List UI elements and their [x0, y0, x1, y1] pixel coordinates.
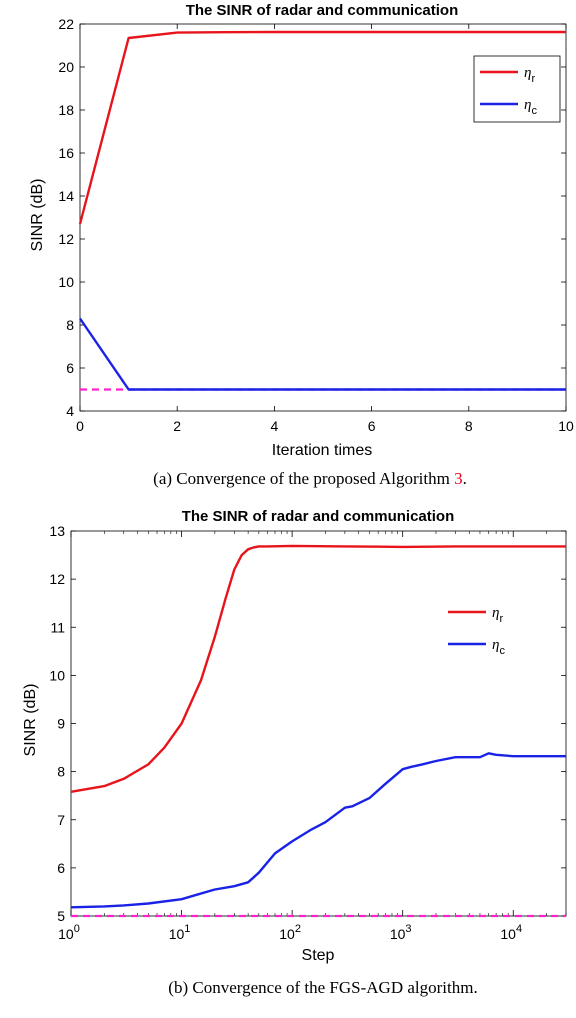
chart-b-title: The SINR of radar and communication [182, 508, 455, 525]
caption-b: (b) Convergence of the FGS-AGD algorithm… [168, 978, 477, 997]
chart-a-frame [79, 23, 567, 412]
chart-b-xtick-label: 104 [500, 923, 522, 942]
chart-b-series-eta-r [70, 544, 566, 793]
chart-a-series-eta-r [78, 30, 566, 225]
chart-b-ytick-label: 6 [57, 860, 65, 876]
chart-b-legend-label: ηc [492, 637, 505, 657]
chart-a-legend-label: ηc [524, 97, 537, 117]
chart-a-xtick-label: 6 [368, 418, 376, 434]
chart-a-series-eta-c [79, 317, 566, 391]
chart-a-legend-box [473, 55, 561, 123]
chart-b-ytick-label: 8 [57, 764, 65, 780]
chart-a-xtick-label: 4 [271, 418, 279, 434]
chart-a-legend-label: ηr [524, 65, 535, 85]
chart-b-xtick-label: 102 [279, 923, 301, 942]
chart-a-ytick-label: 8 [66, 317, 74, 333]
chart-b-ytick-label: 9 [57, 716, 65, 732]
chart-b-frame [70, 530, 567, 917]
chart-b-xtick-label: 103 [390, 923, 412, 942]
chart-a-title: The SINR of radar and communication [186, 2, 459, 19]
chart-a-ytick-label: 12 [58, 231, 74, 247]
chart-b-xtick-label: 101 [169, 923, 191, 942]
chart-a-ytick-label: 4 [66, 403, 74, 419]
chart-a-ytick-label: 16 [58, 145, 74, 161]
chart-b-ytick-label: 5 [57, 908, 65, 924]
chart-a-xtick-label: 8 [465, 418, 473, 434]
chart-a-xtick-label: 0 [76, 418, 84, 434]
chart-b-ytick-label: 13 [49, 523, 65, 539]
chart-a-ytick-label: 22 [58, 16, 74, 32]
chart-b-ytick-label: 10 [49, 667, 65, 683]
chart-b-ytick-label: 11 [50, 619, 65, 635]
chart-b-series-eta-c [70, 752, 566, 909]
chart-a-ytick-label: 6 [66, 360, 74, 376]
chart-a-ylabel: SINR (dB) [29, 179, 46, 252]
chart-a-ytick-label: 10 [58, 274, 74, 290]
chart-a-xtick-label: 10 [558, 418, 574, 434]
chart-b-xlabel: Step [302, 947, 335, 964]
chart-a-ytick-label: 18 [58, 102, 74, 118]
chart-b-legend-label: ηr [492, 605, 503, 625]
chart-a-xtick-label: 2 [173, 418, 181, 434]
chart-b-ytick-label: 12 [49, 571, 65, 587]
chart-a-xlabel: Iteration times [272, 442, 372, 459]
caption-a: (a) Convergence of the proposed Algorith… [153, 469, 467, 488]
chart-b-xtick-label: 100 [58, 923, 80, 942]
chart-b-ylabel: SINR (dB) [22, 684, 39, 757]
chart-b-ytick-label: 7 [57, 812, 65, 828]
chart-a-ytick-label: 14 [58, 188, 74, 204]
chart-a-ytick-label: 20 [58, 59, 74, 75]
